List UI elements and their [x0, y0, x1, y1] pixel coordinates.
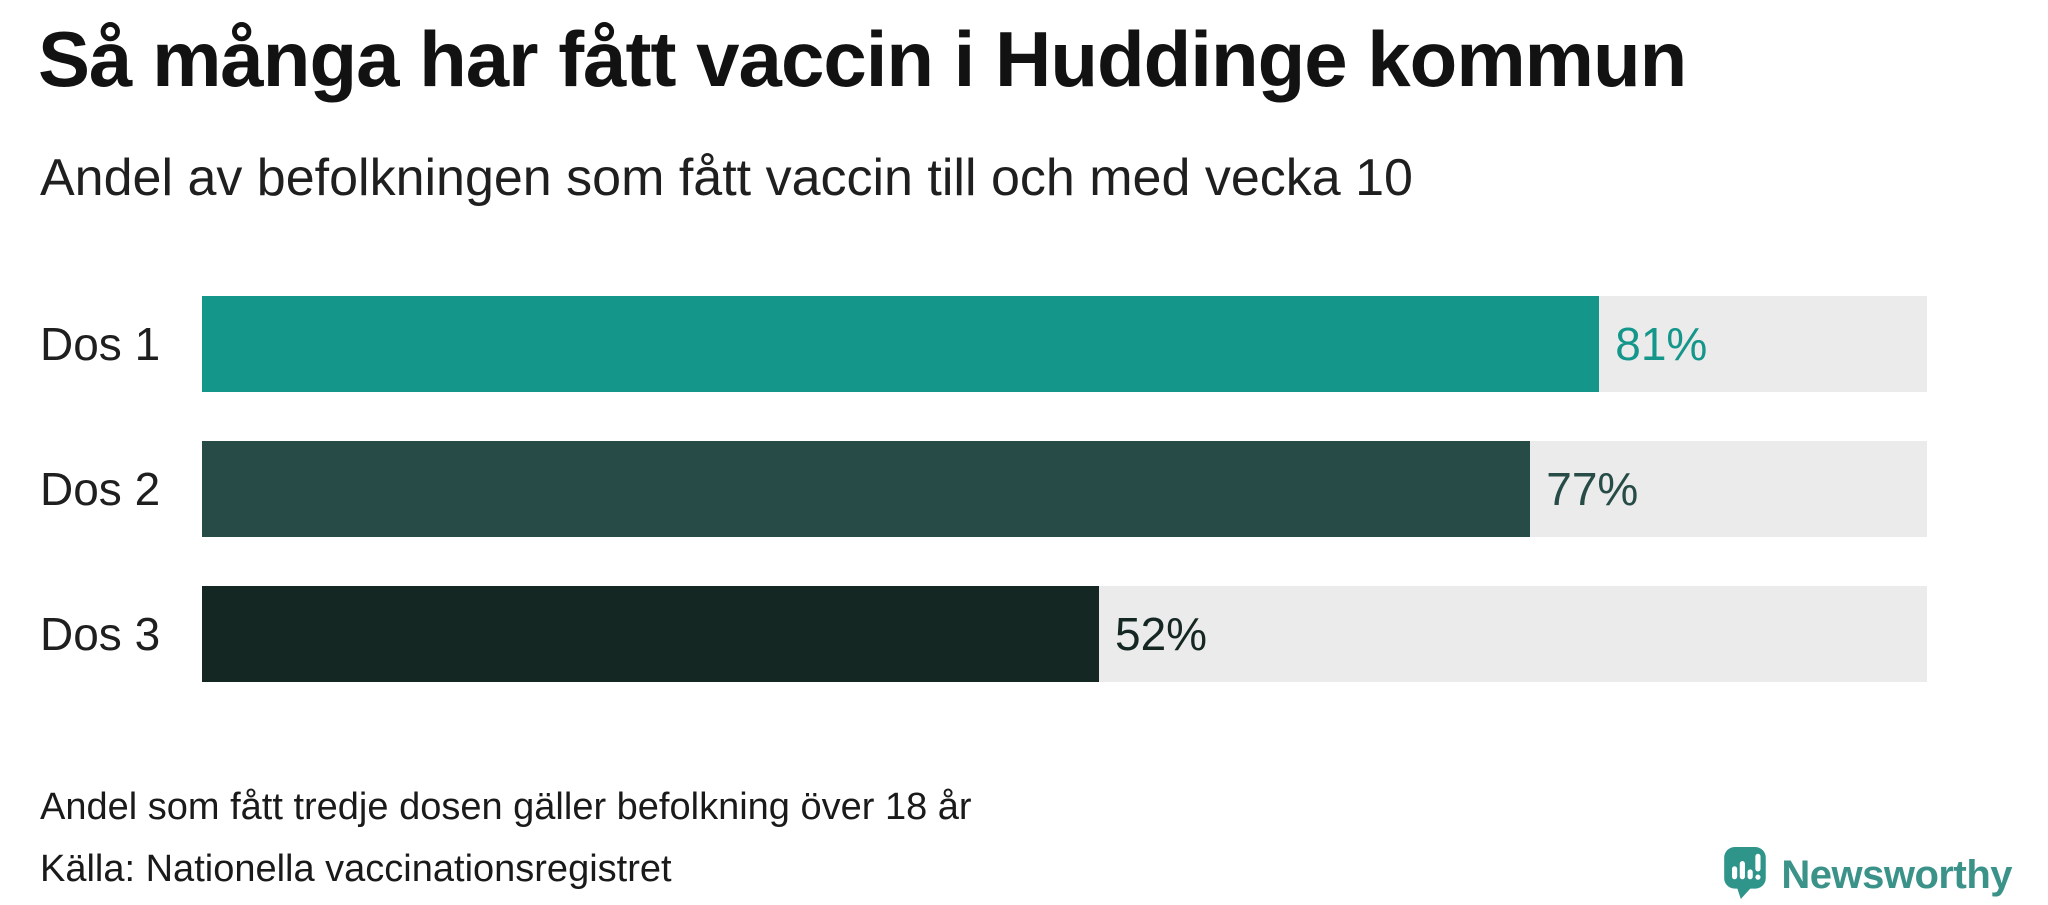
- bar-track: 77%: [202, 441, 1927, 537]
- chart-footnote: Andel som fått tredje dosen gäller befol…: [40, 786, 972, 828]
- page-title: Så många har fått vaccin i Huddinge komm…: [38, 15, 1687, 103]
- newsworthy-wordmark: Newsworthy: [1781, 853, 2012, 897]
- bar-fill-dos3: [202, 586, 1099, 682]
- bar-value-label: 52%: [1115, 608, 1208, 660]
- bar-category-label: Dos 2: [40, 463, 161, 515]
- newsworthy-bubble-chart-icon: [1723, 846, 1769, 905]
- bar-category-label: Dos 1: [40, 318, 161, 370]
- bar-fill-dos1: [202, 296, 1600, 392]
- bar-value-label: 77%: [1546, 463, 1639, 515]
- bar-row-dos2: Dos 2 77%: [0, 441, 2048, 537]
- bar-fill-dos2: [202, 441, 1531, 537]
- newsworthy-logo: Newsworthy: [1723, 846, 2012, 905]
- chart-source: Källa: Nationella vaccinationsregistret: [40, 848, 672, 890]
- bar-value-label: 81%: [1615, 318, 1708, 370]
- bar-track: 81%: [202, 296, 1927, 392]
- bar-row-dos3: Dos 3 52%: [0, 586, 2048, 682]
- bar-track: 52%: [202, 586, 1927, 682]
- bar-row-dos1: Dos 1 81%: [0, 296, 2048, 392]
- bar-category-label: Dos 3: [40, 608, 161, 660]
- page-subtitle: Andel av befolkningen som fått vaccin ti…: [40, 149, 1413, 207]
